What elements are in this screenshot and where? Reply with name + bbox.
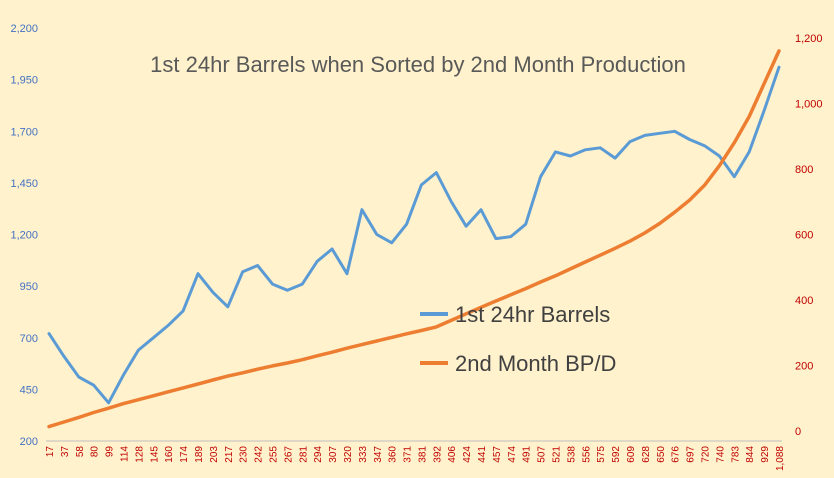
x-tick-label: 441 (477, 446, 488, 463)
x-tick-label: 267 (283, 446, 294, 463)
x-tick-label: 1,088 (775, 446, 786, 471)
x-tick-label: 371 (403, 446, 414, 463)
legend: 1st 24hr Barrels 2nd Month BP/D (420, 302, 616, 376)
x-tick-label: 128 (134, 446, 145, 463)
x-tick-label: 320 (343, 446, 354, 463)
x-tick-label: 844 (745, 446, 756, 463)
x-tick-label: 217 (224, 446, 235, 463)
x-tick-label: 628 (641, 446, 652, 463)
x-tick-label: 160 (164, 446, 175, 463)
x-tick-label: 575 (596, 446, 607, 463)
x-tick-label: 538 (566, 446, 577, 463)
x-tick-label: 650 (656, 446, 667, 463)
x-tick-label: 457 (492, 446, 503, 463)
left-axis: 200 450 700 950 1,200 1,450 1,700 1,950 2,200 (10, 23, 38, 448)
left-tick-label: 200 (20, 436, 38, 448)
x-tick-label: 189 (194, 446, 205, 463)
series-line-bpd (47, 49, 781, 429)
x-tick-label: 360 (388, 446, 399, 463)
x-tick-label: 80 (90, 446, 101, 458)
left-tick-label: 1,200 (10, 230, 38, 242)
x-tick-label: 114 (119, 446, 130, 462)
x-tick-label: 294 (313, 446, 324, 463)
x-tick-label: 203 (209, 446, 220, 463)
x-tick-label: 676 (671, 446, 682, 463)
left-tick-label: 1,450 (10, 178, 38, 190)
x-tick-label: 307 (328, 446, 339, 463)
x-tick-label: 592 (611, 446, 622, 463)
chart-title: 1st 24hr Barrels when Sorted by 2nd Mont… (150, 52, 686, 77)
x-tick-label: 174 (179, 446, 190, 463)
right-axis: 0 200 400 600 800 1,000 1,200 (795, 33, 823, 438)
right-tick-label: 400 (795, 295, 813, 307)
right-tick-label: 1,000 (795, 98, 823, 110)
x-tick-label: 99 (105, 446, 116, 458)
x-tick-label: 521 (552, 446, 563, 463)
x-tick-label: 507 (537, 446, 548, 463)
x-tick-label: 242 (254, 446, 265, 463)
x-tick-label: 406 (447, 446, 458, 463)
right-tick-label: 200 (795, 361, 813, 373)
x-tick-label: 17 (45, 446, 56, 458)
x-tick-label: 740 (715, 446, 726, 463)
x-tick-label: 556 (581, 446, 592, 463)
legend-label-bpd: 2nd Month BP/D (455, 351, 616, 376)
x-tick-label: 58 (75, 446, 86, 458)
x-tick-label: 37 (60, 446, 71, 458)
x-tick-label: 145 (149, 446, 160, 463)
x-tick-label: 720 (701, 446, 712, 463)
x-tick-label: 381 (417, 446, 428, 463)
right-tick-label: 600 (795, 230, 813, 242)
x-tick-label: 491 (522, 446, 533, 463)
legend-label-barrels: 1st 24hr Barrels (455, 302, 610, 327)
series-layer (47, 49, 781, 429)
x-tick-label: 424 (462, 446, 473, 463)
series-line-barrels (47, 65, 781, 405)
right-tick-label: 1,200 (795, 33, 823, 45)
x-tick-label: 392 (432, 446, 443, 463)
x-tick-label: 697 (686, 446, 697, 463)
x-tick-label: 230 (239, 446, 250, 463)
x-tick-label: 347 (373, 446, 384, 463)
left-tick-label: 950 (20, 281, 38, 293)
x-tick-label: 783 (730, 446, 741, 463)
right-tick-label: 800 (795, 164, 813, 176)
x-tick-label: 333 (358, 446, 369, 463)
x-tick-label: 255 (268, 446, 279, 463)
x-axis: 17 37 58 80 99 114 128 145 160 174 189 203 217 230 242… (45, 440, 786, 471)
left-tick-label: 2,200 (10, 23, 38, 35)
x-tick-label: 281 (298, 446, 309, 463)
left-tick-label: 1,700 (10, 126, 38, 138)
right-tick-label: 0 (795, 426, 801, 438)
x-tick-label: 609 (626, 446, 637, 463)
left-tick-label: 700 (20, 333, 38, 345)
left-tick-label: 1,950 (10, 75, 38, 87)
x-tick-label: 474 (507, 446, 518, 463)
left-tick-label: 450 (20, 384, 38, 396)
x-tick-label: 929 (760, 446, 771, 463)
